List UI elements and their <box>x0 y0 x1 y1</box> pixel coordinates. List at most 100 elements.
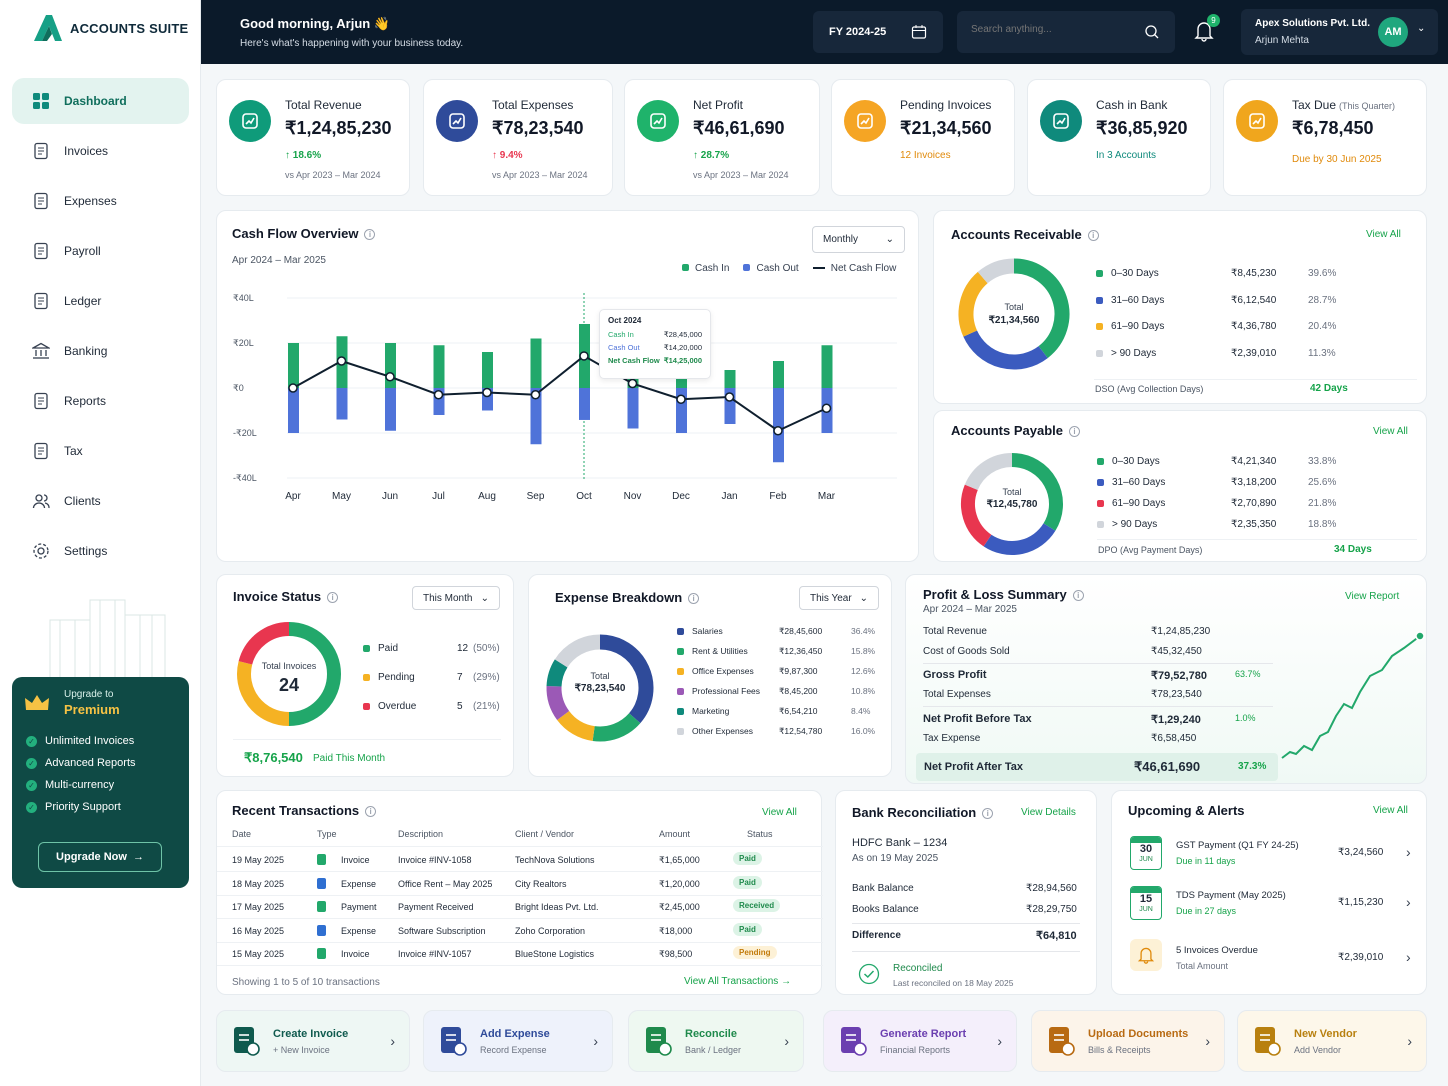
legend-pct: (50%) <box>473 643 500 654</box>
legend-row: Other Expenses ₹12,54,780 16.0% <box>677 726 887 736</box>
alert-item[interactable]: 30 JUN GST Payment (Q1 FY 24-25) Due in 11 … <box>1128 836 1416 880</box>
table-row[interactable]: 16 May 2025 Expense Software Subscription Z… <box>217 919 823 943</box>
legend-pct: 16.0% <box>851 726 876 736</box>
invoice-status-period-select[interactable]: This Month ⌄ <box>412 586 500 610</box>
invoice-status-card: Invoice Status i This Month ⌄ Total Invoic… <box>216 574 514 777</box>
kpi-card-tax-due[interactable]: Tax Due (This Quarter) ₹6,78,450 Due by 30 … <box>1223 79 1427 196</box>
sidebar-item-banking[interactable]: Banking <box>12 328 189 374</box>
chevron-right-icon[interactable]: › <box>1406 949 1411 965</box>
action-generate-report[interactable]: Generate Report Financial Reports › <box>823 1010 1017 1072</box>
sidebar-item-dashboard[interactable]: Dashboard <box>12 78 189 124</box>
tx-party: Zoho Corporation <box>515 925 586 936</box>
sidebar-item-reports[interactable]: Reports <box>12 378 189 424</box>
pl-view-report-link[interactable]: View Report <box>1345 591 1400 602</box>
bar-cash-out-dec <box>676 388 687 433</box>
user-menu[interactable]: Apex Solutions Pvt. Ltd. Arjun Mehta AM … <box>1241 9 1438 55</box>
legend-cash-in: Cash In <box>682 263 729 274</box>
npat-pct: 37.3% <box>1238 761 1267 772</box>
receivable-view-all-link[interactable]: View All <box>1366 229 1401 240</box>
view-all-transactions-link[interactable]: View All Transactions → <box>684 976 792 987</box>
info-icon[interactable]: i <box>364 229 376 241</box>
bar-cash-out-jun <box>385 388 396 431</box>
table-row[interactable]: 18 May 2025 Expense Office Rent – May 2025… <box>217 872 823 896</box>
kpi-card-net-profit[interactable]: Net Profit ₹46,61,690 ↑ 28.7% vs Apr 2023 –… <box>624 79 820 196</box>
alert-item[interactable]: 5 Invoices Overdue Total Amount ₹2,39,010 › <box>1128 939 1416 985</box>
legend-pct: 21.8% <box>1308 498 1337 509</box>
column-header[interactable]: Status <box>747 829 773 839</box>
search-box[interactable] <box>957 11 1175 53</box>
difference-value: ₹64,810 <box>1036 930 1077 942</box>
info-icon[interactable]: i <box>1069 426 1080 438</box>
search-icon[interactable] <box>1144 24 1160 40</box>
pl-row: Total Expenses ₹78,23,540 <box>923 689 1273 707</box>
legend-amount: ₹28,45,600 <box>779 625 823 636</box>
alert-amount: ₹2,39,010 <box>1338 952 1384 963</box>
action-create-invoice[interactable]: Create Invoice + New Invoice › <box>216 1010 410 1072</box>
tx-description: Invoice #INV-1058 <box>398 855 472 865</box>
sidebar-item-tax[interactable]: Tax <box>12 428 189 474</box>
legend-pct: 33.8% <box>1308 456 1337 467</box>
info-icon[interactable]: i <box>982 808 994 820</box>
info-icon[interactable]: i <box>365 806 377 818</box>
paid-amount: ₹8,76,540 <box>244 750 303 765</box>
ledger-icon <box>32 292 50 310</box>
search-input[interactable] <box>971 24 1131 35</box>
kpi-card-total-revenue[interactable]: Total Revenue ₹1,24,85,230 ↑ 18.6% vs Apr 2… <box>216 79 410 196</box>
sidebar-item-invoices[interactable]: Invoices <box>12 128 189 174</box>
expense-period-select[interactable]: This Year ⌄ <box>799 586 879 610</box>
table-row[interactable]: 15 May 2025 Invoice Invoice #INV-1057 BlueS… <box>217 942 823 966</box>
chevron-right-icon[interactable]: › <box>1406 844 1411 860</box>
table-row[interactable]: 19 May 2025 Invoice Invoice #INV-1058 TechN… <box>217 848 823 872</box>
invoice-status-donut <box>237 622 341 726</box>
column-header[interactable]: Client / Vendor <box>515 829 575 839</box>
arrow-up-right-icon <box>637 100 679 142</box>
sidebar-item-ledger[interactable]: Ledger <box>12 278 189 324</box>
column-header[interactable]: Amount <box>659 829 691 839</box>
payable-view-all-link[interactable]: View All <box>1373 426 1408 437</box>
notification-bell[interactable]: 9 <box>1194 14 1220 45</box>
chevron-right-icon[interactable]: › <box>1406 894 1411 910</box>
chevron-down-icon[interactable]: ⌄ <box>1417 23 1426 34</box>
info-icon[interactable]: i <box>1072 590 1084 602</box>
column-header[interactable]: Description <box>398 829 444 839</box>
table-row[interactable]: 17 May 2025 Payment Payment Received Bright… <box>217 895 823 919</box>
info-icon[interactable]: i <box>327 592 339 604</box>
invoice-icon <box>32 142 50 160</box>
bar-cash-out-jul <box>433 388 445 415</box>
kpi-card-cash-in-bank[interactable]: Cash in Bank ₹36,85,920 In 3 Accounts <box>1027 79 1211 196</box>
legend-swatch <box>677 727 684 735</box>
legend-swatch <box>677 667 684 675</box>
bar-cash-out-apr <box>288 388 299 433</box>
alerts-view-all-link[interactable]: View All <box>1373 805 1408 816</box>
upgrade-now-button[interactable]: Upgrade Now → <box>38 842 162 872</box>
chart-tooltip: Oct 2024 Cash In ₹28,45,000 Cash Out ₹14,2… <box>599 309 711 379</box>
donut-slice-2 <box>958 271 988 337</box>
premium-feature-label: Advanced Reports <box>45 757 136 769</box>
action-subtitle: Record Expense <box>480 1045 547 1055</box>
avatar[interactable]: AM <box>1378 17 1408 47</box>
action-reconcile[interactable]: Reconcile Bank / Ledger › <box>628 1010 804 1072</box>
info-icon[interactable]: i <box>688 593 700 605</box>
sidebar-item-expenses[interactable]: Expenses <box>12 178 189 224</box>
sidebar-item-settings[interactable]: Settings <box>12 528 189 574</box>
transactions-view-all-link[interactable]: View All <box>762 807 797 818</box>
cash-flow-period-select[interactable]: Monthly ⌄ <box>812 226 905 253</box>
reconciliation-view-details-link[interactable]: View Details <box>1021 807 1076 818</box>
action-upload-documents[interactable]: Upload Documents Bills & Receipts › <box>1031 1010 1225 1072</box>
action-add-expense[interactable]: Add Expense Record Expense › <box>423 1010 613 1072</box>
column-header[interactable]: Type <box>317 829 337 839</box>
action-subtitle: Bills & Receipts <box>1088 1045 1151 1055</box>
column-header[interactable]: Date <box>232 829 252 839</box>
alert-item[interactable]: 15 JUN TDS Payment (May 2025) Due in 27 day… <box>1128 886 1416 930</box>
action-new-vendor[interactable]: New Vendor Add Vendor › <box>1237 1010 1427 1072</box>
expense-breakdown-card: Expense Breakdown i This Year ⌄ Total ₹78,… <box>528 574 892 777</box>
kpi-card-pending-invoices[interactable]: Pending Invoices ₹21,34,560 12 Invoices <box>831 79 1015 196</box>
sidebar-item-payroll[interactable]: Payroll <box>12 228 189 274</box>
donut-slice-4 <box>546 659 568 687</box>
legend-pct: 10.8% <box>851 686 876 696</box>
info-icon[interactable]: i <box>1087 230 1099 242</box>
fy-selector[interactable]: FY 2024-25 <box>813 11 943 53</box>
kpi-card-total-expenses[interactable]: Total Expenses ₹78,23,540 ↑ 9.4% vs Apr 202… <box>423 79 613 196</box>
sidebar-item-clients[interactable]: Clients <box>12 478 189 524</box>
app-logo[interactable]: ACCOUNTS SUITE <box>32 14 188 42</box>
